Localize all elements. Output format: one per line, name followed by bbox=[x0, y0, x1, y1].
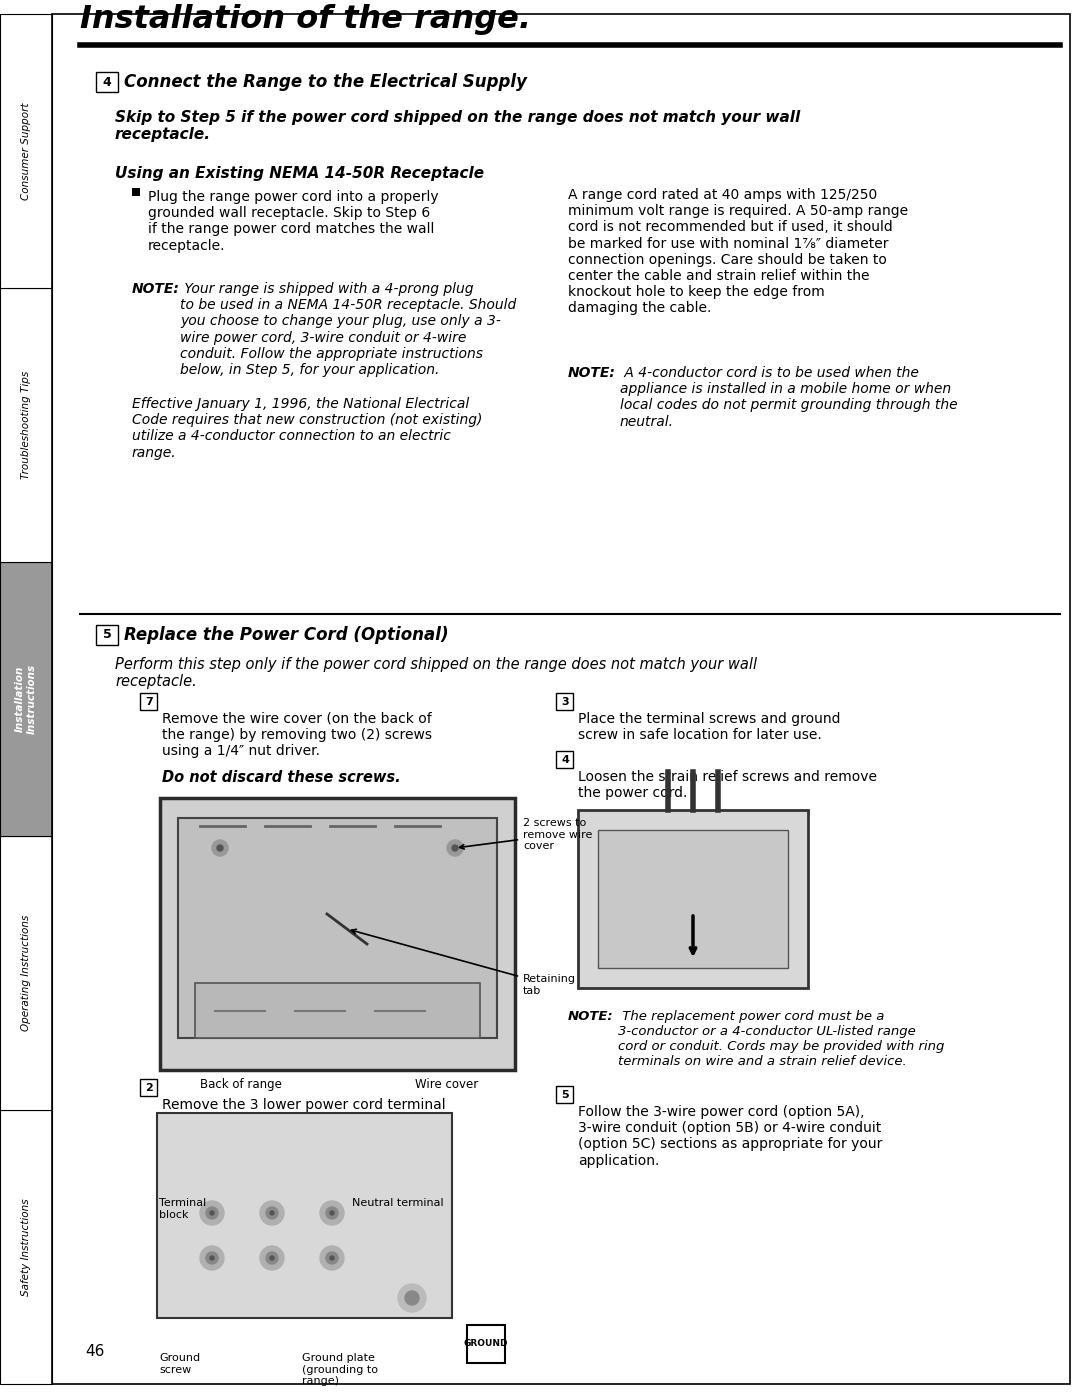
Text: Skip to Step 5 if the power cord shipped on the range does not match your wall
r: Skip to Step 5 if the power cord shipped… bbox=[114, 110, 800, 142]
Circle shape bbox=[399, 1284, 426, 1312]
Bar bbox=[0, 835, 52, 1111]
Circle shape bbox=[210, 1256, 214, 1260]
Text: Follow the 3-wire power cord (option 5A),
3-wire conduit (option 5B) or 4-wire c: Follow the 3-wire power cord (option 5A)… bbox=[578, 1105, 882, 1168]
Text: 2 screws to
remove wire
cover: 2 screws to remove wire cover bbox=[460, 819, 592, 851]
Bar bbox=[578, 810, 808, 988]
Circle shape bbox=[330, 1256, 334, 1260]
Bar bbox=[140, 1078, 157, 1097]
Circle shape bbox=[266, 1207, 278, 1220]
Text: Replace the Power Cord (Optional): Replace the Power Cord (Optional) bbox=[124, 626, 448, 644]
Text: Operating Instructions: Operating Instructions bbox=[21, 915, 31, 1031]
Circle shape bbox=[212, 840, 228, 856]
Circle shape bbox=[405, 1291, 419, 1305]
Text: A range cord rated at 40 amps with 125/250
minimum volt range is required. A 50-: A range cord rated at 40 amps with 125/2… bbox=[568, 189, 908, 316]
Text: NOTE:: NOTE: bbox=[568, 1010, 613, 1023]
Bar bbox=[0, 288, 52, 562]
Bar bbox=[0, 14, 52, 288]
Bar bbox=[556, 693, 573, 710]
Text: 4: 4 bbox=[562, 754, 569, 766]
Bar bbox=[598, 830, 788, 968]
Circle shape bbox=[453, 845, 458, 851]
Text: Troubleshooting Tips: Troubleshooting Tips bbox=[21, 370, 31, 479]
Text: 5: 5 bbox=[562, 1090, 569, 1099]
Bar bbox=[96, 624, 118, 645]
Text: Ground
screw: Ground screw bbox=[159, 1354, 200, 1375]
Circle shape bbox=[320, 1201, 345, 1225]
Circle shape bbox=[210, 1211, 214, 1215]
Text: Installation of the range.: Installation of the range. bbox=[80, 4, 531, 35]
Text: 3: 3 bbox=[562, 697, 569, 707]
Text: Place the terminal screws and ground
screw in safe location for later use.: Place the terminal screws and ground scr… bbox=[578, 712, 840, 742]
Bar bbox=[157, 1113, 453, 1317]
Text: Terminal
block: Terminal block bbox=[159, 1199, 206, 1220]
Text: Connect the Range to the Electrical Supply: Connect the Range to the Electrical Supp… bbox=[124, 73, 527, 91]
Text: 5: 5 bbox=[103, 629, 111, 641]
Circle shape bbox=[270, 1211, 274, 1215]
Text: 2: 2 bbox=[145, 1083, 153, 1092]
Circle shape bbox=[326, 1207, 338, 1220]
Text: Your range is shipped with a 4-prong plug
to be used in a NEMA 14-50R receptacle: Your range is shipped with a 4-prong plu… bbox=[180, 282, 516, 377]
Bar bbox=[132, 189, 140, 196]
Text: Remove the 3 lower power cord terminal
screws from the terminal block and the
gr: Remove the 3 lower power cord terminal s… bbox=[162, 1098, 446, 1144]
Circle shape bbox=[326, 1252, 338, 1264]
Text: Back of range: Back of range bbox=[200, 1078, 282, 1091]
Text: Ground plate
(grounding to
range): Ground plate (grounding to range) bbox=[302, 1354, 378, 1386]
Text: 4: 4 bbox=[103, 75, 111, 88]
Circle shape bbox=[217, 845, 222, 851]
Bar bbox=[0, 562, 52, 835]
Text: NOTE:: NOTE: bbox=[568, 366, 616, 380]
Text: 7: 7 bbox=[145, 697, 153, 707]
Text: Do not discard these screws.: Do not discard these screws. bbox=[162, 770, 401, 785]
Text: Retaining
tab: Retaining tab bbox=[351, 929, 576, 996]
Text: NOTE:: NOTE: bbox=[132, 282, 180, 296]
Text: Plug the range power cord into a properly
grounded wall receptacle. Skip to Step: Plug the range power cord into a properl… bbox=[148, 190, 438, 253]
Circle shape bbox=[260, 1201, 284, 1225]
Text: 46: 46 bbox=[85, 1344, 105, 1359]
Circle shape bbox=[330, 1211, 334, 1215]
Text: A 4-conductor cord is to be used when the
appliance is installed in a mobile hom: A 4-conductor cord is to be used when th… bbox=[620, 366, 958, 429]
Circle shape bbox=[447, 840, 463, 856]
Text: Safety Instructions: Safety Instructions bbox=[21, 1199, 31, 1296]
Text: Perform this step only if the power cord shipped on the range does not match you: Perform this step only if the power cord… bbox=[114, 657, 757, 689]
Text: Loosen the strain relief screws and remove
the power cord.: Loosen the strain relief screws and remo… bbox=[578, 770, 877, 800]
Bar bbox=[96, 73, 118, 92]
Bar bbox=[140, 693, 157, 710]
Bar bbox=[195, 983, 480, 1038]
Circle shape bbox=[270, 1256, 274, 1260]
Bar bbox=[178, 819, 497, 1038]
Text: Remove the wire cover (on the back of
the range) by removing two (2) screws
usin: Remove the wire cover (on the back of th… bbox=[162, 712, 432, 759]
Bar bbox=[556, 1085, 573, 1104]
Text: Effective January 1, 1996, the National Electrical
Code requires that new constr: Effective January 1, 1996, the National … bbox=[132, 397, 483, 460]
Circle shape bbox=[200, 1201, 224, 1225]
Circle shape bbox=[266, 1252, 278, 1264]
Circle shape bbox=[200, 1246, 224, 1270]
Text: Using an Existing NEMA 14-50R Receptacle: Using an Existing NEMA 14-50R Receptacle bbox=[114, 166, 484, 182]
Text: Neutral terminal: Neutral terminal bbox=[352, 1199, 444, 1208]
Bar bbox=[467, 1324, 505, 1363]
Bar bbox=[0, 1111, 52, 1384]
Text: Wire cover: Wire cover bbox=[415, 1078, 478, 1091]
Text: GROUND: GROUND bbox=[463, 1340, 509, 1348]
Text: Installation
Instructions: Installation Instructions bbox=[15, 664, 37, 733]
Bar bbox=[160, 798, 515, 1070]
Circle shape bbox=[206, 1207, 218, 1220]
Circle shape bbox=[260, 1246, 284, 1270]
Text: Consumer Support: Consumer Support bbox=[21, 102, 31, 200]
Circle shape bbox=[206, 1252, 218, 1264]
Circle shape bbox=[320, 1246, 345, 1270]
Bar bbox=[556, 752, 573, 768]
Text: The replacement power cord must be a
3-conductor or a 4-conductor UL-listed rang: The replacement power cord must be a 3-c… bbox=[618, 1010, 944, 1067]
